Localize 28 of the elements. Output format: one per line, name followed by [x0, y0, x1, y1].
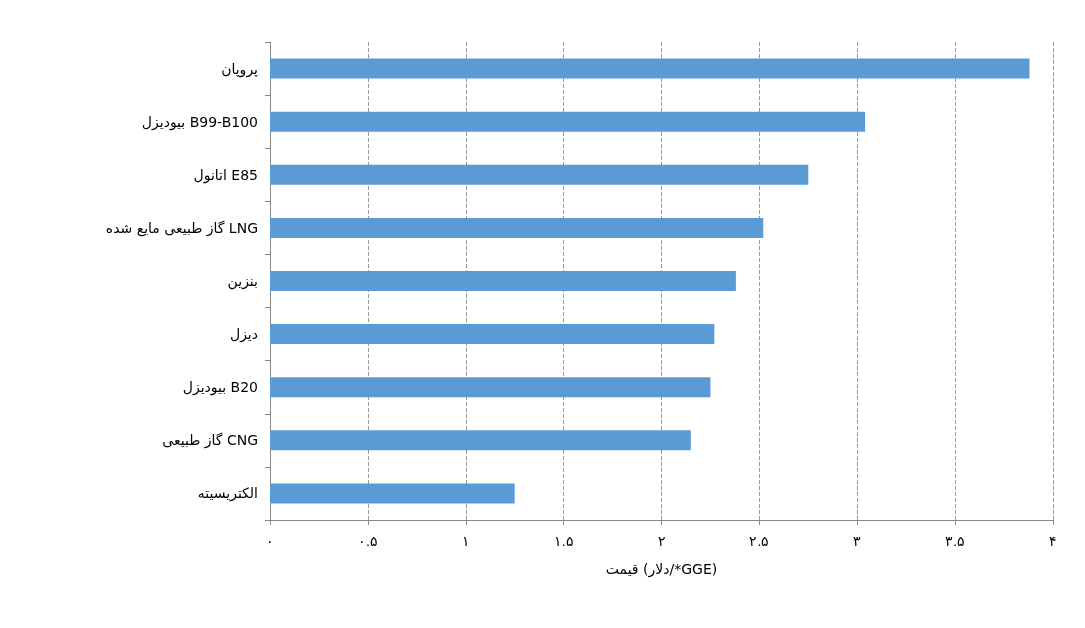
y-tick-label: گاز طبیعی CNG: [162, 432, 258, 450]
y-tick-label: پروپان: [221, 60, 259, 78]
bar: [270, 377, 711, 398]
bar: [270, 483, 515, 504]
y-tick-label: اتانول E85: [193, 166, 258, 184]
y-tick-label: دیزل: [229, 326, 258, 344]
y-tick-label: الکتریسیته: [197, 485, 258, 503]
x-axis-title: قیمت (دلار/*GGE): [605, 561, 718, 578]
x-tick-label: ۲.۵: [749, 533, 770, 549]
x-tick-label: ۰: [266, 533, 274, 549]
x-tick-label: ۱: [461, 533, 470, 549]
y-tick-label: بنزین: [227, 273, 258, 290]
x-tick-label: ۳: [853, 533, 862, 549]
x-tick-label: ۳.۵: [945, 533, 966, 549]
y-tick-label: گاز طبیعی مایع شده LNG: [105, 219, 258, 237]
y-tick-label: بیودیزل B99-B100: [141, 113, 258, 131]
x-tick-label: ۲: [657, 533, 666, 549]
bar: [270, 58, 1030, 79]
bar: [270, 271, 736, 291]
x-tick-label: ۰.۵: [357, 533, 378, 549]
bar: [270, 430, 691, 451]
x-tick-label: ۴: [1049, 533, 1057, 549]
bar: [270, 324, 715, 345]
bar: [270, 164, 809, 185]
y-tick-label: بیودیزل B20: [182, 379, 258, 397]
bar: [270, 217, 764, 238]
bar: [270, 111, 866, 132]
x-tick-label: ۱.۵: [553, 533, 574, 549]
